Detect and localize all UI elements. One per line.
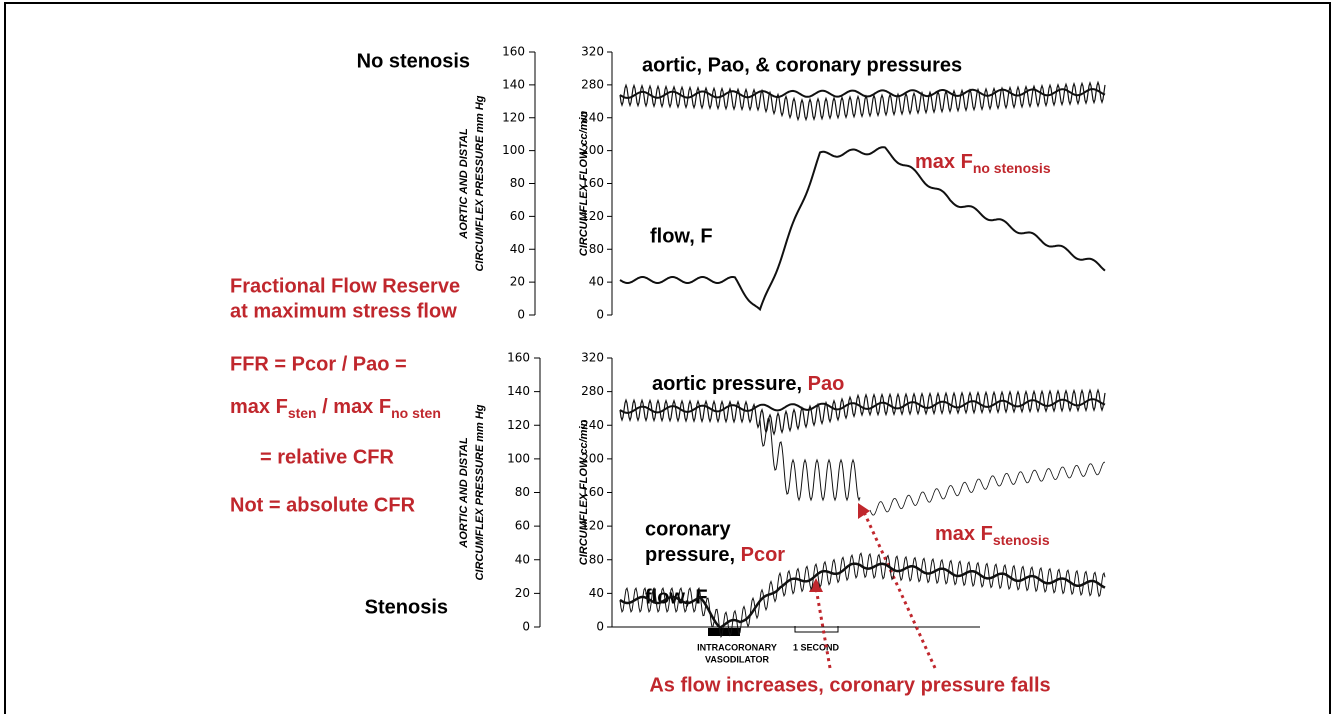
- tick-label: 140: [502, 77, 525, 91]
- tick-label: 40: [589, 275, 604, 289]
- tick-label: 140: [507, 384, 530, 398]
- note: Fractional Flow Reserve: [230, 275, 460, 297]
- eq-part: / max F: [317, 396, 391, 418]
- label-highlight: Pcor: [741, 544, 786, 566]
- tick-label: 0: [522, 620, 530, 634]
- trace: [620, 82, 1105, 119]
- axis-title: AORTIC AND DISTAL: [458, 128, 470, 240]
- tick-label: 80: [589, 552, 604, 566]
- axis-title: AORTIC AND DISTAL: [458, 437, 470, 549]
- tick-label: 320: [581, 45, 604, 59]
- tick-label: 80: [589, 242, 604, 256]
- tick-label: 80: [515, 485, 530, 499]
- tick-label: 280: [581, 77, 604, 91]
- trace-label: pressure, Pcor: [645, 544, 785, 566]
- tick-label: 40: [510, 242, 525, 256]
- note: = relative CFR: [260, 446, 395, 468]
- tick-label: 320: [581, 351, 604, 365]
- trace-label: coronary: [645, 518, 731, 540]
- tick-label: 120: [502, 110, 525, 124]
- eq-part: max F: [230, 396, 288, 418]
- note: at maximum stress flow: [230, 300, 457, 322]
- time-label: INTRACORONARY: [697, 642, 777, 652]
- trace: [870, 462, 1105, 515]
- tick-label: 0: [596, 308, 604, 322]
- tick-label: 80: [510, 176, 525, 190]
- tick-label: 40: [589, 586, 604, 600]
- tick-label: 100: [507, 451, 530, 465]
- axis-title: CIRCUMFLEX PRESSURE mm Hg: [474, 95, 486, 271]
- tick-label: 160: [507, 351, 530, 365]
- axis-title: CIRCUMFLEX PRESSURE mm Hg: [474, 404, 486, 580]
- equation: max Fsten / max Fno sten: [230, 396, 441, 420]
- time-label: VASODILATOR: [705, 654, 770, 664]
- panel-label: Stenosis: [365, 596, 448, 618]
- label-text: pressure,: [645, 544, 741, 566]
- tick-label: 0: [596, 620, 604, 634]
- note: FFR = Pcor / Pao =: [230, 353, 407, 375]
- max-label: max Fno stenosis: [915, 151, 1051, 175]
- tick-label: 160: [502, 45, 525, 59]
- tick-label: 280: [581, 384, 604, 398]
- tick-label: 0: [517, 308, 525, 322]
- axis-title: CIRCUMFLEX FLOW cc/min: [578, 111, 590, 257]
- tick-label: 20: [515, 586, 530, 600]
- caption: As flow increases, coronary pressure fal…: [649, 674, 1050, 696]
- tick-label: 120: [507, 418, 530, 432]
- label-text: aortic pressure,: [652, 373, 808, 395]
- trace-label: aortic, Pao, & coronary pressures: [642, 54, 962, 76]
- max-main: max F: [935, 523, 993, 545]
- eq-sub: sten: [288, 405, 317, 421]
- tick-label: 60: [515, 519, 530, 533]
- trace-label: aortic pressure, Pao: [652, 373, 844, 395]
- trace-label: flow, F: [650, 225, 713, 247]
- max-main: max F: [915, 151, 973, 173]
- vasodilator-bar: [708, 628, 740, 636]
- axis-title: CIRCUMFLEX FLOW cc/min: [578, 420, 590, 566]
- tick-label: 40: [515, 552, 530, 566]
- max-sub: no stenosis: [973, 160, 1051, 176]
- tick-label: 100: [502, 143, 525, 157]
- slide: No stenosis Stenosis Fractional Flow Res…: [0, 0, 1334, 714]
- note: Not = absolute CFR: [230, 494, 416, 516]
- label-highlight: Pao: [808, 373, 845, 395]
- panel-label: No stenosis: [357, 50, 470, 72]
- tick-label: 20: [510, 275, 525, 289]
- max-sub: stenosis: [993, 532, 1050, 548]
- eq-sub: no sten: [391, 405, 441, 421]
- trace: [620, 390, 1105, 434]
- max-label: max Fstenosis: [935, 523, 1050, 547]
- tick-label: 60: [510, 209, 525, 223]
- time-label: 1 SECOND: [793, 642, 840, 652]
